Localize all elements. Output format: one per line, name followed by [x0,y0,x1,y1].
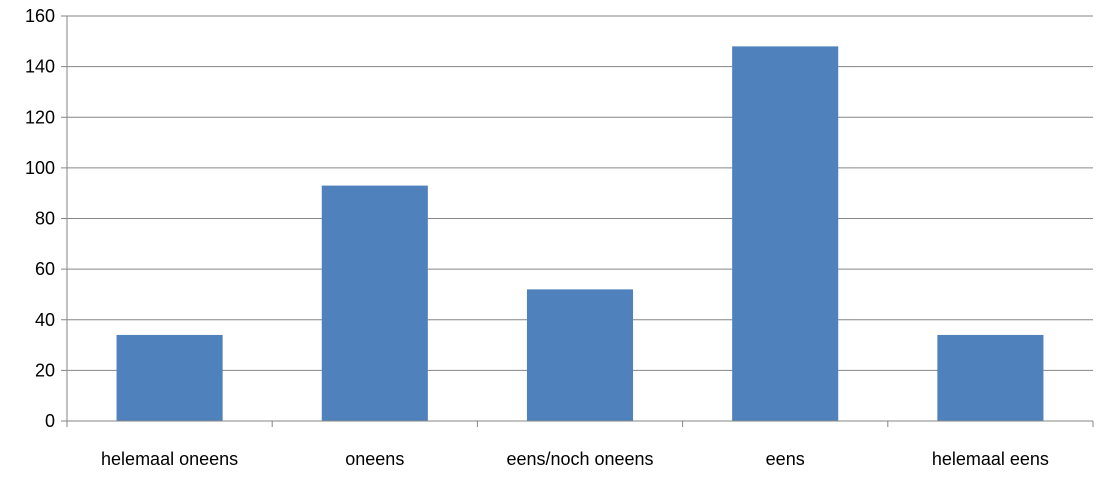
bar-oneens [321,185,428,421]
y-tick-label: 80 [35,209,55,229]
bar-helemaal-oneens [116,334,223,421]
x-tick-label: helemaal eens [932,449,1049,469]
y-tick-label: 100 [25,158,55,178]
y-tick-label: 0 [45,411,55,431]
y-tick-label: 60 [35,259,55,279]
y-tick-label: 160 [25,6,55,26]
x-tick-label: eens [766,449,805,469]
y-tick-label: 120 [25,107,55,127]
tick-labels: 0 20 40 60 80 100 120 140 160 helemaal oneens onee… [25,6,1049,469]
bar-eens [732,46,839,421]
y-tick-label: 140 [25,57,55,77]
x-tick-label: oneens [345,449,404,469]
bar-helemaal-eens [937,334,1044,421]
axes [61,15,1094,427]
bar-eens-noch-oneens [526,289,634,421]
y-tick-label: 20 [35,360,55,380]
x-tick-label: helemaal oneens [101,449,238,469]
x-tick-label: eens/noch oneens [506,449,653,469]
y-tick-label: 40 [35,310,55,330]
bars [116,46,1044,421]
gridlines [67,15,1093,371]
